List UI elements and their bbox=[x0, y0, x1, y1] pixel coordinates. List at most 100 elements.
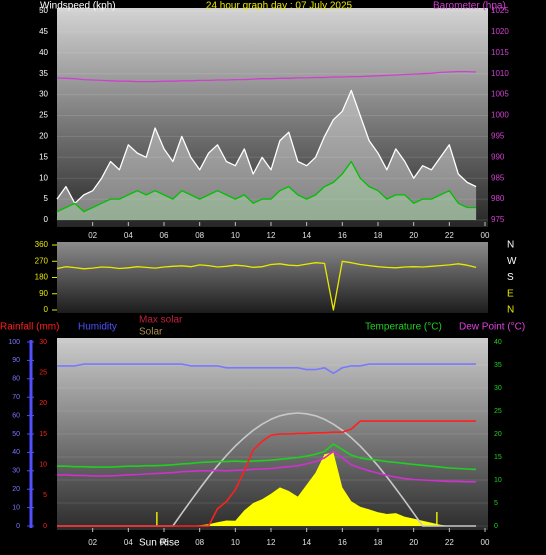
temp-tick-label: 20 bbox=[494, 431, 502, 438]
legend-label: Dew Point (°C) bbox=[459, 322, 525, 333]
x-tick-label: 16 bbox=[338, 231, 347, 240]
x-tick-label: 20 bbox=[409, 538, 418, 547]
temp-tick-label: 40 bbox=[494, 339, 502, 346]
temp-tick-label: 25 bbox=[494, 408, 502, 415]
y2-tick-label: 1010 bbox=[491, 69, 509, 78]
y-tick-label: 10 bbox=[39, 173, 48, 182]
humidity-tick-label: 0 bbox=[16, 523, 20, 530]
x-tick-label: 10 bbox=[231, 538, 240, 547]
compass-label: N bbox=[507, 240, 514, 251]
series-line bbox=[56, 260, 477, 311]
legend-label: Humidity bbox=[78, 322, 117, 333]
y-tick-label: 35 bbox=[39, 69, 48, 78]
series-line bbox=[56, 70, 477, 83]
series-line bbox=[56, 160, 477, 213]
rain-tick-label: 25 bbox=[39, 370, 47, 377]
temp-tick-label: 30 bbox=[494, 385, 502, 392]
legend-label: Temperature (°C) bbox=[365, 322, 442, 333]
x-tick-label: 00 bbox=[481, 538, 490, 547]
x-tick-label: 16 bbox=[338, 538, 347, 547]
x-tick-label: 12 bbox=[267, 231, 276, 240]
y-tick-label: 15 bbox=[39, 152, 48, 161]
x-tick-label: 02 bbox=[88, 538, 97, 547]
rain-tick-label: 0 bbox=[43, 523, 47, 530]
temp-tick-label: 0 bbox=[494, 523, 498, 530]
legend-label: Max solar bbox=[139, 315, 183, 326]
temp-tick-label: 35 bbox=[494, 362, 502, 369]
x-tick-label: 22 bbox=[445, 231, 454, 240]
x-tick-label: 18 bbox=[374, 538, 383, 547]
y-tick-label: 90 bbox=[39, 289, 48, 298]
compass-label: E bbox=[507, 288, 514, 299]
y2-tick-label: 1025 bbox=[491, 6, 509, 15]
compass-label: S bbox=[507, 272, 514, 283]
y-tick-label: 25 bbox=[39, 111, 48, 120]
x-tick-label: 14 bbox=[302, 231, 311, 240]
x-tick-label: 22 bbox=[445, 538, 454, 547]
y-tick-label: 45 bbox=[39, 27, 48, 36]
humidity-tick-label: 10 bbox=[12, 504, 20, 511]
humidity-tick-label: 20 bbox=[12, 486, 20, 493]
sun-rise-label: Sun Rise bbox=[139, 538, 180, 549]
y2-tick-label: 1005 bbox=[491, 90, 509, 99]
x-tick-label: 04 bbox=[124, 231, 133, 240]
humidity-tick-label: 50 bbox=[12, 431, 20, 438]
y2-tick-label: 980 bbox=[491, 194, 505, 203]
humidity-tick-label: 40 bbox=[12, 449, 20, 456]
y-tick-label: 0 bbox=[44, 305, 49, 314]
direction-plot-area bbox=[57, 242, 488, 313]
barometer-axis-label: Barometer (hpa) bbox=[433, 1, 506, 12]
series-area bbox=[57, 161, 477, 220]
y-tick-label: 270 bbox=[35, 256, 49, 265]
y-tick-label: 0 bbox=[44, 215, 49, 224]
x-tick-label: 00 bbox=[481, 231, 490, 240]
x-tick-label: 06 bbox=[160, 538, 169, 547]
series-line bbox=[56, 89, 477, 204]
y-tick-label: 180 bbox=[35, 273, 49, 282]
x-tick-label: 18 bbox=[374, 231, 383, 240]
y-tick-label: 50 bbox=[39, 6, 48, 15]
series-line bbox=[57, 443, 477, 471]
y-tick-label: 30 bbox=[39, 90, 48, 99]
compass-label: W bbox=[507, 256, 517, 267]
series-line bbox=[57, 450, 477, 483]
y2-tick-label: 985 bbox=[491, 173, 505, 182]
rain-tick-label: 20 bbox=[39, 400, 47, 407]
humidity-tick-label: 80 bbox=[12, 376, 20, 383]
wind-plot-area bbox=[57, 8, 488, 227]
y2-tick-label: 995 bbox=[491, 132, 505, 141]
legend-label: Solar bbox=[139, 327, 163, 338]
x-tick-label: 02 bbox=[88, 231, 97, 240]
rain-tick-label: 15 bbox=[39, 431, 47, 438]
wind-axis-label: Windspeed (kph) bbox=[40, 1, 116, 12]
x-tick-label: 06 bbox=[160, 231, 169, 240]
temp-tick-label: 5 bbox=[494, 500, 498, 507]
y2-tick-label: 975 bbox=[491, 215, 505, 224]
x-tick-label: 14 bbox=[302, 538, 311, 547]
humidity-tick-label: 90 bbox=[12, 357, 20, 364]
rain-tick-label: 30 bbox=[39, 339, 47, 346]
rain-tick-label: 5 bbox=[43, 492, 47, 499]
series-line bbox=[57, 420, 477, 527]
y2-tick-label: 1000 bbox=[491, 111, 509, 120]
x-tick-label: 10 bbox=[231, 231, 240, 240]
y2-tick-label: 1020 bbox=[491, 27, 509, 36]
temp-tick-label: 15 bbox=[494, 454, 502, 461]
y-tick-label: 360 bbox=[35, 240, 49, 249]
compass-label: N bbox=[507, 305, 514, 316]
series-line bbox=[57, 363, 477, 375]
y2-tick-label: 990 bbox=[491, 152, 505, 161]
rain-tick-label: 10 bbox=[39, 462, 47, 469]
y-tick-label: 20 bbox=[39, 132, 48, 141]
series-area bbox=[57, 452, 477, 526]
x-tick-label: 08 bbox=[195, 538, 204, 547]
temp-tick-label: 10 bbox=[494, 477, 502, 484]
legend-label: Rainfall (mm) bbox=[0, 322, 59, 333]
y2-tick-label: 1015 bbox=[491, 48, 509, 57]
x-tick-label: 04 bbox=[124, 538, 133, 547]
humidity-tick-label: 70 bbox=[12, 394, 20, 401]
x-tick-label: 12 bbox=[267, 538, 276, 547]
humidity-tick-label: 100 bbox=[8, 339, 20, 346]
x-tick-label: 08 bbox=[195, 231, 204, 240]
